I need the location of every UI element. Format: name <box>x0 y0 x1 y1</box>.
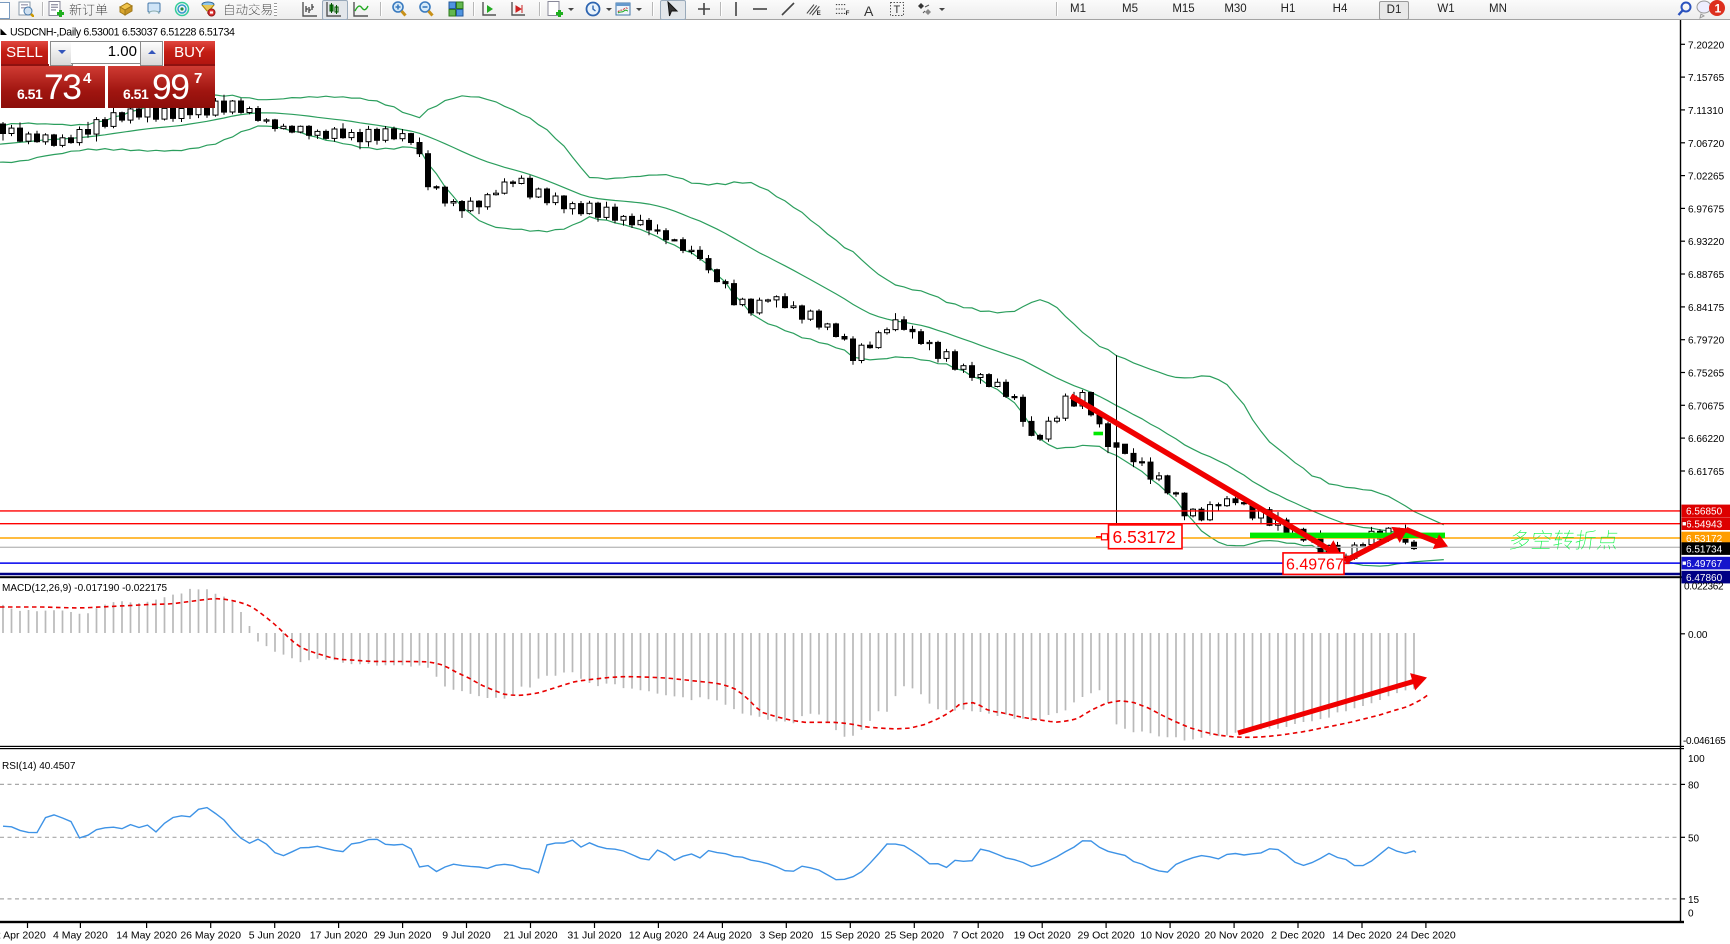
svg-text:6.61765: 6.61765 <box>1688 467 1725 478</box>
svg-text:7.11310: 7.11310 <box>1688 106 1724 117</box>
svg-text:80: 80 <box>1688 780 1700 791</box>
svg-text:6.56850: 6.56850 <box>1686 507 1723 518</box>
svg-text:50: 50 <box>1688 833 1700 844</box>
svg-text:F: F <box>846 10 850 17</box>
svg-text:14 Dec 2020: 14 Dec 2020 <box>1332 930 1392 942</box>
svg-text:6.49767: 6.49767 <box>1286 557 1344 574</box>
svg-text:7.20220: 7.20220 <box>1688 40 1725 51</box>
svg-text:24 Dec 2020: 24 Dec 2020 <box>1396 930 1456 942</box>
svg-text:6.53172: 6.53172 <box>1686 534 1723 545</box>
svg-text:2 Dec 2020: 2 Dec 2020 <box>1271 930 1325 942</box>
svg-text:T: T <box>894 4 901 16</box>
svg-text:6.75265: 6.75265 <box>1688 369 1725 380</box>
svg-text:6.84175: 6.84175 <box>1688 303 1725 314</box>
svg-text:0.00: 0.00 <box>1688 630 1708 641</box>
svg-text:4 May 2020: 4 May 2020 <box>53 930 108 942</box>
svg-text:6.88765: 6.88765 <box>1688 270 1725 281</box>
svg-text:7.02265: 7.02265 <box>1688 172 1725 183</box>
svg-text:10 Nov 2020: 10 Nov 2020 <box>1140 930 1200 942</box>
svg-text:E: E <box>817 10 821 17</box>
svg-text:15 Sep 2020: 15 Sep 2020 <box>821 930 881 942</box>
svg-text:0: 0 <box>1688 908 1694 919</box>
svg-text:6.97675: 6.97675 <box>1688 204 1725 215</box>
svg-text:17 Jun 2020: 17 Jun 2020 <box>310 930 368 942</box>
svg-text:29 Oct 2020: 29 Oct 2020 <box>1077 930 1134 942</box>
svg-text:0.022362: 0.022362 <box>1684 582 1724 593</box>
svg-text:6.54943: 6.54943 <box>1686 520 1723 531</box>
svg-text:2 Apr 2020: 2 Apr 2020 <box>0 930 46 942</box>
svg-text:6.47860: 6.47860 <box>1686 573 1723 584</box>
svg-text:20 Nov 2020: 20 Nov 2020 <box>1204 930 1264 942</box>
svg-text:6.93220: 6.93220 <box>1688 237 1725 248</box>
svg-text:6.49767: 6.49767 <box>1686 559 1723 570</box>
svg-text:24 Aug 2020: 24 Aug 2020 <box>693 930 752 942</box>
svg-text:7.06720: 7.06720 <box>1688 139 1725 150</box>
svg-text:-0.046165: -0.046165 <box>1683 736 1726 747</box>
svg-text:12 Aug 2020: 12 Aug 2020 <box>629 930 688 942</box>
svg-text:26 May 2020: 26 May 2020 <box>180 930 241 942</box>
svg-text:7.15765: 7.15765 <box>1688 73 1725 84</box>
svg-text:25 Sep 2020: 25 Sep 2020 <box>885 930 945 942</box>
svg-text:15: 15 <box>1688 895 1700 906</box>
svg-text:31 Jul 2020: 31 Jul 2020 <box>567 930 621 942</box>
svg-text:19 Oct 2020: 19 Oct 2020 <box>1014 930 1071 942</box>
svg-text:14 May 2020: 14 May 2020 <box>116 930 177 942</box>
svg-text:29 Jun 2020: 29 Jun 2020 <box>374 930 432 942</box>
svg-text:MACD(12,26,9) -0.017190 -0.022: MACD(12,26,9) -0.017190 -0.022175 <box>2 583 168 594</box>
svg-text:6.70675: 6.70675 <box>1688 401 1725 412</box>
svg-text:6.53172: 6.53172 <box>1113 527 1176 547</box>
svg-text:RSI(14) 40.4507: RSI(14) 40.4507 <box>2 761 76 772</box>
svg-text:1: 1 <box>1715 2 1722 16</box>
svg-text:6.66220: 6.66220 <box>1688 434 1725 445</box>
svg-text:6.79720: 6.79720 <box>1688 336 1725 347</box>
svg-text:5 Jun 2020: 5 Jun 2020 <box>249 930 301 942</box>
svg-text:100: 100 <box>1688 754 1705 765</box>
svg-text:21 Jul 2020: 21 Jul 2020 <box>503 930 557 942</box>
svg-text:USDCNH-,Daily 6.53001 6.53037: USDCNH-,Daily 6.53001 6.53037 6.51228 6.… <box>10 27 235 39</box>
svg-text:6.51734: 6.51734 <box>1686 544 1723 555</box>
svg-text:9 Jul 2020: 9 Jul 2020 <box>442 930 491 942</box>
svg-text:7 Oct 2020: 7 Oct 2020 <box>953 930 1005 942</box>
svg-text:3 Sep 2020: 3 Sep 2020 <box>759 930 813 942</box>
